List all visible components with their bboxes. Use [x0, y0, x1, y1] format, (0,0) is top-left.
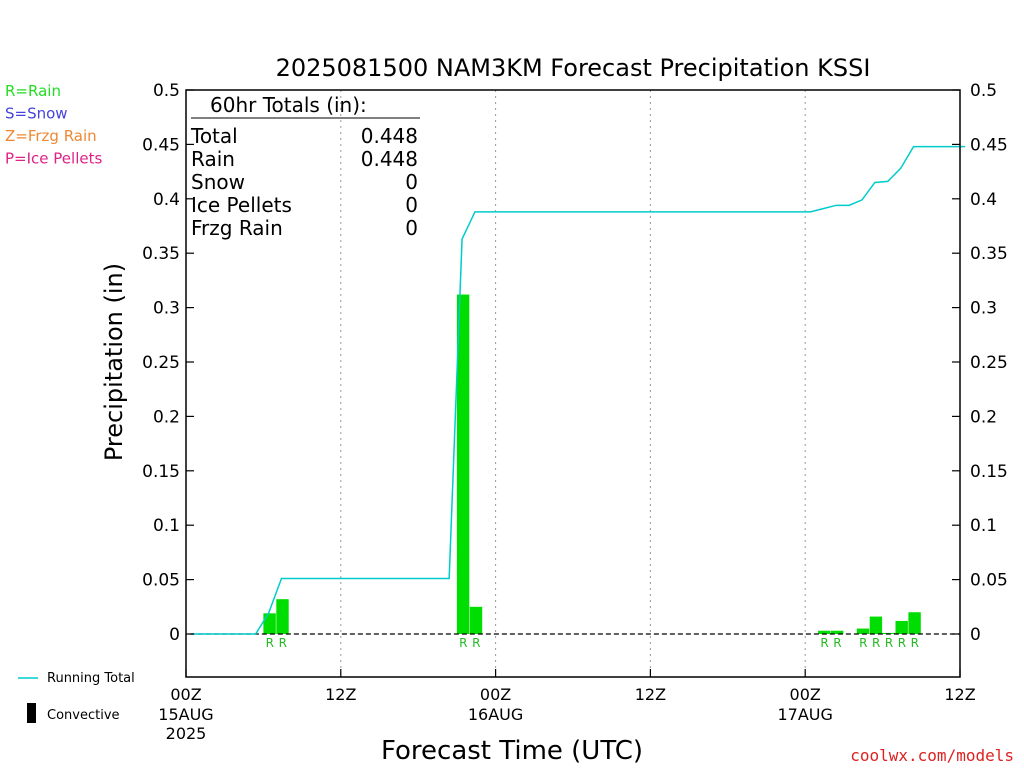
x-axis-label: Forecast Time (UTC)	[381, 736, 643, 766]
y-axis-right: 0.5 0.45 0.4 0.35 0.3 0.25 0.2 0.15 0.1 0.05 0	[952, 81, 1008, 645]
precip-type-label: R	[833, 636, 841, 650]
x-tick-label: 00Z	[170, 685, 201, 704]
precip-type-label: R	[911, 636, 919, 650]
bar	[831, 630, 844, 634]
convective-legend-swatch	[27, 703, 36, 723]
y-tick-label-right: 0	[970, 625, 981, 645]
y-tick-label: 0.45	[142, 135, 180, 155]
x-tick-label: 12Z	[325, 685, 356, 704]
y-tick-label: 0.3	[153, 299, 180, 319]
precip-type-legend-item: R=Rain	[5, 82, 61, 100]
y-tick-label: 0	[169, 625, 180, 645]
bar	[456, 294, 470, 634]
grid-lines	[340, 90, 806, 677]
y-tick-label: 0.15	[142, 462, 180, 482]
bar	[818, 630, 831, 634]
chart-title: 2025081500 NAM3KM Forecast Precipitation…	[276, 54, 871, 82]
x-tick-label: 12Z	[944, 685, 975, 704]
y-axis-left: 0.5 0.45 0.4 0.35 0.3 0.25 0.2 0.15 0.1 0.05 0	[142, 81, 194, 645]
bar	[895, 620, 908, 634]
y-axis-label: Precipitation (in)	[100, 263, 128, 461]
bar	[869, 616, 883, 634]
y-tick-label-right: 0.25	[970, 353, 1008, 373]
y-tick-label-right: 0.05	[970, 571, 1008, 591]
y-tick-label-right: 0.4	[970, 190, 997, 210]
bar	[469, 606, 483, 634]
precip-type-label: R	[266, 636, 274, 650]
totals-row-label: Frzg Rain	[191, 216, 283, 240]
x-tick-date: 17AUG	[777, 705, 832, 724]
totals-row-value: 0	[405, 193, 418, 217]
bar	[263, 613, 276, 634]
precip-type-legend-item: Z=Frzg Rain	[5, 127, 97, 145]
totals-row-value: 0	[405, 216, 418, 240]
precip-type-label: R	[459, 636, 467, 650]
totals-row-value: 0.448	[361, 124, 418, 148]
y-tick-label: 0.1	[153, 516, 180, 536]
totals-row-label: Rain	[191, 147, 235, 171]
x-tick-label: 12Z	[635, 685, 666, 704]
y-tick-label: 0.4	[153, 190, 180, 210]
bar	[276, 599, 289, 634]
totals-row-label: Snow	[191, 170, 245, 194]
convective-legend-label: Convective	[47, 708, 120, 723]
precip-type-label: R	[859, 636, 867, 650]
y-tick-label-right: 0.3	[970, 299, 997, 319]
y-tick-label-right: 0.5	[970, 81, 997, 101]
precip-type-label: R	[898, 636, 906, 650]
bars	[263, 294, 921, 634]
x-tick-date: 15AUG	[158, 705, 213, 724]
series-legend: Running Total Convective	[18, 671, 135, 723]
totals-row-value: 0.448	[361, 147, 418, 171]
totals-row-label: Ice Pellets	[191, 193, 292, 217]
totals-row-label: Total	[190, 124, 238, 148]
y-tick-label-right: 0.2	[970, 407, 997, 427]
totals-row-value: 0	[405, 170, 418, 194]
x-tick-date: 16AUG	[468, 705, 523, 724]
bar	[908, 612, 921, 634]
precip-type-legend: R=Rain S=Snow Z=Frzg Rain P=Ice Pellets	[5, 82, 102, 168]
y-tick-label-right: 0.45	[970, 135, 1008, 155]
precip-type-label: R	[885, 636, 893, 650]
x-tick-label: 00Z	[790, 685, 821, 704]
y-tick-label: 0.35	[142, 244, 180, 264]
y-tick-label: 0.05	[142, 571, 180, 591]
precip-type-label: R	[820, 636, 828, 650]
precip-type-legend-item: P=Ice Pellets	[5, 150, 102, 168]
totals-heading: 60hr Totals (in):	[210, 93, 367, 117]
precip-type-label: R	[279, 636, 287, 650]
precip-type-label: R	[872, 636, 880, 650]
y-tick-label-right: 0.35	[970, 244, 1008, 264]
running-total-legend-label: Running Total	[47, 671, 135, 686]
precip-type-legend-item: S=Snow	[5, 105, 68, 123]
x-tick-label: 00Z	[480, 685, 511, 704]
y-tick-label-right: 0.15	[970, 462, 1008, 482]
credit-text: coolwx.com/models	[850, 746, 1014, 765]
y-tick-label: 0.25	[142, 353, 180, 373]
bar	[856, 628, 870, 634]
y-tick-label: 0.2	[153, 407, 180, 427]
plot-frame	[185, 89, 961, 678]
y-tick-label-right: 0.1	[970, 516, 997, 536]
running-total-line	[191, 145, 966, 635]
y-tick-label: 0.5	[153, 81, 180, 101]
x-tick-year: 2025	[166, 724, 207, 743]
totals-box: 60hr Totals (in): Total 0.448 Rain 0.448 Sno…	[190, 93, 420, 240]
precip-type-label: R	[472, 636, 480, 650]
